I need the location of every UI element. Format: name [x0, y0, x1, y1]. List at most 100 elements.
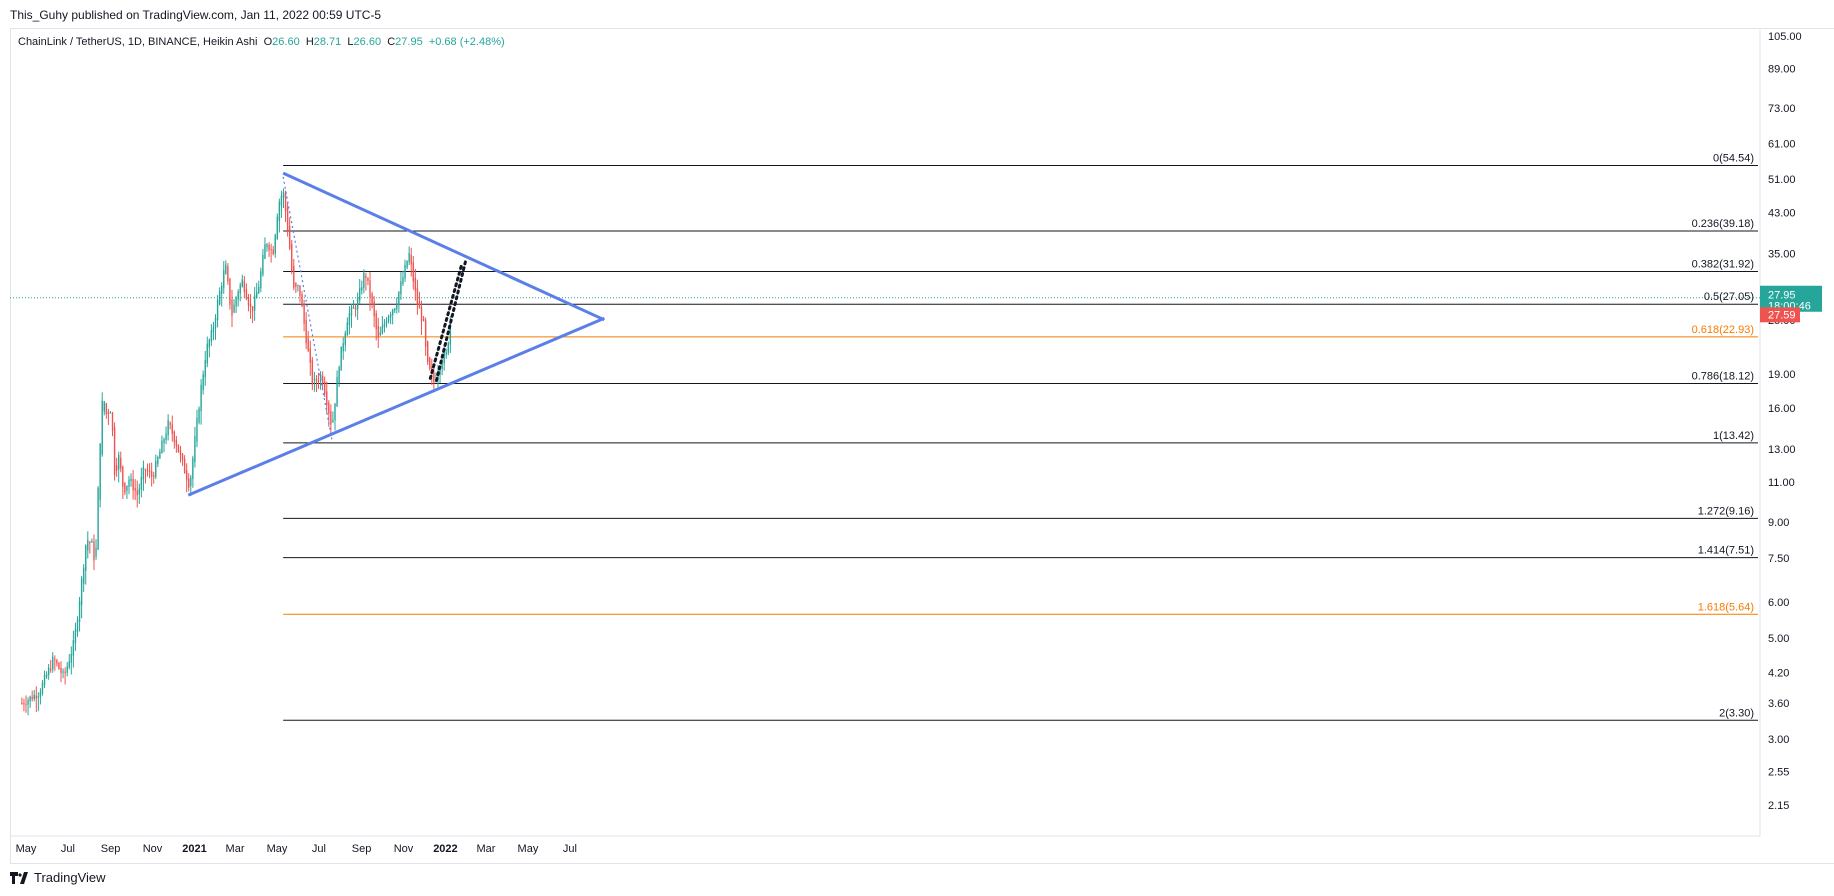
x-tick-label: Mar	[226, 843, 245, 855]
candle-body	[78, 600, 81, 622]
candle-body	[346, 322, 349, 336]
candle-body	[441, 362, 443, 370]
candle-body	[202, 374, 204, 391]
candle-body	[188, 478, 190, 488]
candle-body	[424, 320, 427, 347]
candle-body	[132, 478, 134, 491]
x-tick-label: May	[267, 843, 288, 855]
y-tick-label: 2.55	[1768, 766, 1789, 778]
candle-body	[301, 294, 303, 307]
candle-body	[68, 661, 70, 668]
y-tick-label: 51.00	[1768, 174, 1796, 186]
candle-body	[369, 280, 371, 298]
y-tick-label: 5.00	[1768, 633, 1789, 645]
candle-body	[307, 338, 309, 351]
candle-body	[270, 249, 272, 251]
candle-body	[408, 252, 410, 263]
candle-body	[305, 319, 307, 344]
candle-body	[227, 266, 229, 282]
candle-body	[60, 667, 62, 674]
candle-body	[396, 303, 398, 309]
x-tick-label: Sep	[101, 843, 121, 855]
candle-body	[241, 279, 243, 287]
candle-body	[352, 306, 355, 309]
candle-body	[243, 280, 246, 292]
candle-body	[412, 262, 414, 282]
candle-body	[282, 191, 285, 198]
candle-body	[443, 352, 445, 364]
candle-body	[29, 696, 31, 701]
candle-body	[54, 659, 56, 661]
candle-body	[210, 330, 213, 342]
candle-body	[447, 342, 449, 353]
candle-body	[315, 378, 318, 382]
candle-body	[416, 288, 419, 305]
current-price-label: 27.95	[1768, 290, 1796, 302]
tradingview-brand[interactable]: TradingView	[10, 870, 106, 885]
candle-body	[264, 244, 266, 259]
tradingview-logo-icon	[10, 871, 28, 884]
candle-body	[365, 275, 367, 278]
candle-body	[157, 457, 159, 465]
candle-body	[449, 318, 452, 345]
publisher-text: This_Guhy published on TradingView.com, …	[10, 8, 382, 22]
fib-level-label: 0.236(39.18)	[1692, 218, 1754, 230]
candle-body	[249, 303, 252, 307]
candle-body	[402, 277, 404, 284]
candle-body	[262, 254, 264, 275]
candle-body	[21, 703, 23, 705]
candle-body	[76, 619, 79, 632]
candle-body	[144, 469, 147, 471]
candle-body	[313, 378, 316, 380]
candle-body	[87, 539, 89, 551]
dotted-channel-right	[434, 260, 467, 382]
candle-body	[159, 451, 161, 459]
candle-body	[150, 471, 153, 477]
dotted-channel-left	[428, 264, 463, 380]
candle-body	[56, 660, 58, 664]
y-tick-label: 11.00	[1768, 477, 1795, 489]
candle-body	[278, 201, 281, 222]
x-tick-label: Sep	[352, 843, 372, 855]
candle-body	[45, 674, 48, 677]
y-tick-label: 4.20	[1768, 668, 1789, 680]
candle-body	[293, 265, 295, 288]
candle-body	[146, 469, 149, 472]
candle-body	[381, 325, 384, 334]
candle-body	[173, 431, 176, 442]
candle-body	[95, 547, 97, 557]
candle-body	[47, 667, 50, 675]
candle-body	[433, 372, 435, 383]
candle-body	[379, 332, 382, 336]
trendline-lower	[187, 316, 605, 497]
candle-body	[323, 381, 326, 394]
candle-body	[216, 300, 219, 321]
candle-body	[190, 477, 192, 486]
candle-body	[225, 264, 227, 274]
candle-body	[72, 640, 75, 656]
candle-body	[251, 306, 254, 312]
candle-body	[247, 297, 250, 306]
fib-level-label: 1(13.42)	[1713, 430, 1754, 442]
candle-body	[62, 671, 64, 673]
y-tick-label: 16.00	[1768, 403, 1796, 415]
candle-body	[437, 372, 439, 380]
candle-body	[258, 286, 260, 294]
candle-body	[134, 488, 136, 491]
candle-body	[111, 412, 114, 431]
candle-body	[361, 287, 363, 291]
candle-body	[400, 281, 402, 295]
candle-body	[169, 423, 171, 425]
candle-body	[103, 401, 105, 412]
x-tick-label: 2022	[433, 843, 457, 855]
candle-body	[398, 291, 400, 305]
candle-body	[183, 459, 186, 474]
y-tick-label: 3.60	[1768, 698, 1789, 710]
candle-body	[385, 320, 388, 325]
candle-body	[196, 417, 198, 442]
candle-body	[165, 433, 167, 440]
candle-body	[367, 277, 369, 281]
candle-body	[332, 419, 334, 422]
candle-body	[220, 285, 223, 294]
